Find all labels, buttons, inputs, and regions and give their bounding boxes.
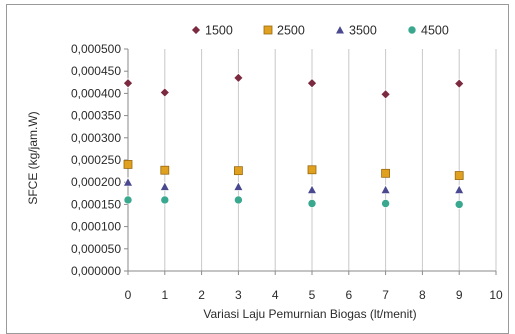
legend-label-2500: 2500 — [277, 24, 305, 38]
legend-label-4500: 4500 — [421, 24, 449, 38]
point-4500-4 — [381, 199, 390, 208]
legend-label-1500: 1500 — [205, 24, 233, 38]
point-1500-5 — [454, 78, 465, 89]
y-tick-label-10: 0,000500 — [71, 42, 121, 56]
y-tick-label-3: 0,000150 — [71, 197, 121, 211]
x-tick-label-4: 4 — [272, 288, 279, 302]
x-tick-label-7: 7 — [382, 288, 389, 302]
point-3500-4 — [380, 184, 391, 194]
point-3500-5 — [454, 184, 465, 194]
y-tick-label-6: 0,000300 — [71, 131, 121, 145]
sfce-scatter-chart: 0,000000 0,000050 0,000100 0,000150 0,000200… — [26, 24, 503, 322]
x-tick-label-1: 1 — [161, 288, 168, 302]
legend-marker-1500 — [191, 25, 201, 35]
legend-marker-2500 — [263, 25, 273, 35]
x-tick-label-8: 8 — [419, 288, 426, 302]
x-tick-label-3: 3 — [235, 288, 242, 302]
point-3500-3 — [306, 184, 318, 194]
legend-marker-4500 — [407, 25, 417, 35]
point-1500-3 — [307, 78, 317, 89]
point-2500-4 — [381, 168, 391, 178]
point-4500-5 — [454, 200, 464, 209]
point-2500-2 — [233, 166, 243, 176]
legend: 1500 2500 3500 4500 — [191, 24, 449, 38]
y-axis-title: SFCE (kg/jam.W) — [26, 111, 40, 204]
point-2500-0 — [123, 160, 133, 169]
point-2500-1 — [160, 165, 170, 175]
point-3500-0 — [122, 177, 134, 187]
data-points — [122, 72, 465, 209]
y-tick-label-5: 0,000250 — [71, 153, 121, 167]
x-tick-label-2: 2 — [198, 288, 205, 302]
legend-marker-3500 — [334, 24, 346, 35]
legend-label-3500: 3500 — [349, 24, 377, 38]
point-4500-2 — [234, 195, 243, 205]
grid-lines — [164, 49, 497, 271]
y-tick-label-2: 0,000100 — [71, 220, 121, 234]
point-4500-3 — [307, 199, 317, 208]
x-tick-label-9: 9 — [456, 288, 463, 302]
point-4500-1 — [160, 195, 170, 205]
y-tick-label-9: 0,000450 — [71, 64, 121, 78]
point-1500-1 — [159, 87, 170, 98]
y-tick-label-1: 0,000050 — [71, 242, 121, 256]
point-3500-2 — [233, 181, 244, 191]
x-tick-labels: 0 1 2 3 4 5 6 7 8 9 10 — [125, 288, 503, 302]
point-1500-0 — [123, 78, 133, 89]
y-tick-labels: 0,000000 0,000050 0,000100 0,000150 0,000200… — [71, 42, 121, 278]
y-tick-label-8: 0,000400 — [71, 86, 121, 100]
chart-frame — [6, 4, 509, 334]
point-1500-4 — [380, 89, 391, 100]
point-2500-3 — [307, 165, 317, 175]
point-3500-1 — [159, 181, 170, 191]
point-1500-2 — [233, 72, 244, 83]
x-axis-title: Variasi Laju Pemurnian Biogas (lt/menit) — [203, 307, 416, 321]
x-tick-label-6: 6 — [345, 288, 352, 302]
y-tick-label-4: 0,000200 — [71, 175, 121, 189]
y-tick-label-0: 0,000000 — [71, 264, 121, 278]
point-4500-0 — [123, 195, 133, 205]
x-tick-label-10: 10 — [489, 288, 503, 302]
x-tick-label-5: 5 — [309, 288, 316, 302]
x-tick-label-0: 0 — [125, 288, 132, 302]
point-2500-5 — [454, 171, 464, 180]
y-tick-label-7: 0,000350 — [71, 109, 121, 123]
